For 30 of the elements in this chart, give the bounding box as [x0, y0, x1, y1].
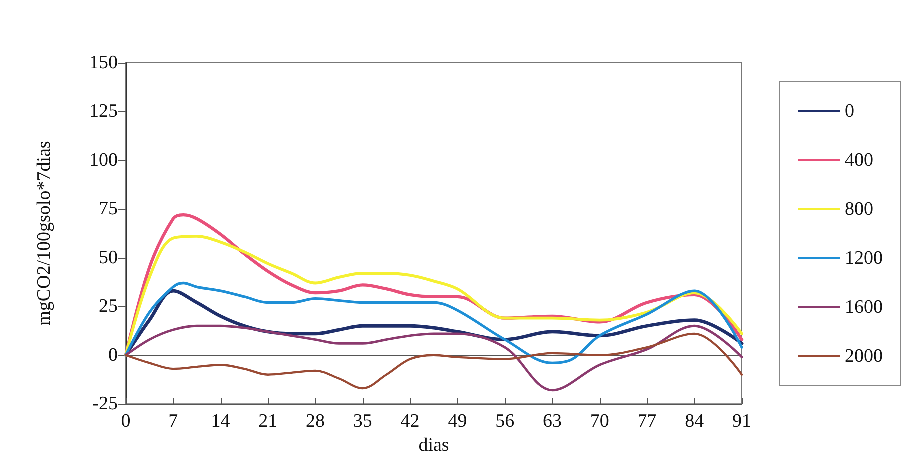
- x-tick-label: 56: [496, 411, 515, 432]
- x-tick-label: 0: [121, 411, 131, 432]
- y-tick-label: -25: [92, 394, 118, 415]
- x-tick-label: 14: [211, 411, 231, 432]
- x-tick-label: 91: [732, 411, 752, 432]
- x-tick-label: 63: [542, 411, 562, 432]
- y-tick-label: 100: [90, 150, 118, 171]
- x-tick-label: 7: [168, 411, 178, 432]
- legend-label: 1200: [845, 248, 883, 269]
- x-tick-label: 84: [685, 411, 705, 432]
- x-tick-label: 77: [638, 411, 657, 432]
- y-tick-label: 125: [90, 101, 118, 122]
- legend-label: 0: [845, 101, 854, 122]
- legend-label: 800: [845, 199, 874, 220]
- x-tick-label: 28: [306, 411, 326, 432]
- y-axis-title: mgCO2/100gsolo*7dias: [34, 141, 55, 326]
- legend-label: 1600: [845, 297, 883, 318]
- legend-label: 400: [845, 150, 874, 171]
- legend-label: 2000: [845, 346, 883, 367]
- x-tick-label: 70: [590, 411, 610, 432]
- y-tick-label: 75: [99, 198, 118, 220]
- y-tick-label: 0: [108, 344, 118, 366]
- y-tick-label: 25: [99, 296, 118, 318]
- x-tick-label: 21: [258, 411, 278, 432]
- x-tick-label: 35: [353, 411, 372, 432]
- x-tick-label: 49: [448, 411, 468, 432]
- x-axis-title: dias: [418, 435, 450, 456]
- y-tick-label: 50: [99, 247, 118, 268]
- y-tick-label: 150: [90, 52, 118, 74]
- x-tick-label: 42: [400, 411, 420, 432]
